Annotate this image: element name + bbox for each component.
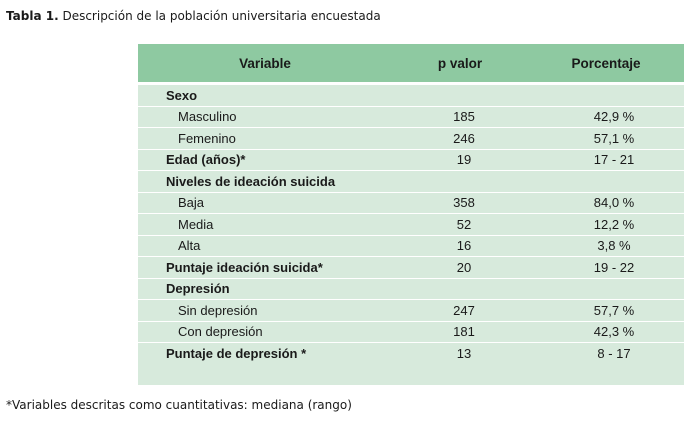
row-label: Sin depresión — [138, 299, 392, 322]
table-row: Femenino 246 57,1 % — [138, 127, 684, 150]
table-row: Puntaje de depresión * 13 8 - 17 — [138, 342, 684, 364]
row-value: 246 — [392, 127, 528, 150]
row-value — [392, 278, 528, 300]
row-value: 181 — [392, 321, 528, 343]
row-value — [392, 170, 528, 193]
row-label: Masculino — [138, 106, 392, 128]
row-label: Con depresión — [138, 321, 392, 343]
row-value: 247 — [392, 299, 528, 322]
row-group-label: Sexo — [138, 83, 392, 107]
row-value: 20 — [392, 256, 528, 279]
column-header-p-valor: p valor — [392, 44, 528, 85]
row-percent — [528, 83, 684, 107]
column-header-porcentaje: Porcentaje — [528, 44, 684, 85]
row-group-label: Puntaje de depresión * — [138, 342, 392, 364]
table-row: Media 52 12,2 % — [138, 213, 684, 236]
row-value: 13 — [392, 342, 528, 364]
table-caption: Tabla 1. Descripción de la población uni… — [6, 9, 381, 23]
row-group-label: Edad (años)* — [138, 149, 392, 171]
table-footnote: *Variables descritas como cuantitativas:… — [6, 398, 352, 412]
row-percent: 42,9 % — [528, 106, 684, 128]
row-percent: 8 - 17 — [528, 342, 684, 364]
table-number: Tabla 1. — [6, 9, 59, 23]
row-value: 16 — [392, 235, 528, 257]
row-group-label: Depresión — [138, 278, 392, 300]
table-row: Edad (años)* 19 17 - 21 — [138, 149, 684, 171]
row-percent: 57,1 % — [528, 127, 684, 150]
data-table-container: Variable p valor Porcentaje Sexo Masculi… — [138, 44, 684, 385]
data-table: Variable p valor Porcentaje Sexo Masculi… — [138, 44, 684, 364]
row-value — [392, 83, 528, 107]
table-row: Sin depresión 247 57,7 % — [138, 299, 684, 322]
table-row: Sexo — [138, 83, 684, 107]
row-percent: 19 - 22 — [528, 256, 684, 279]
row-value: 358 — [392, 192, 528, 214]
row-value: 52 — [392, 213, 528, 236]
table-row: Baja 358 84,0 % — [138, 192, 684, 214]
row-percent: 57,7 % — [528, 299, 684, 322]
table-header-row: Variable p valor Porcentaje — [138, 44, 684, 85]
row-label: Femenino — [138, 127, 392, 150]
table-row: Puntaje ideación suicida* 20 19 - 22 — [138, 256, 684, 279]
table-row: Con depresión 181 42,3 % — [138, 321, 684, 343]
row-group-label: Puntaje ideación suicida* — [138, 256, 392, 279]
table-title: Descripción de la población universitari… — [62, 9, 381, 23]
table-row: Depresión — [138, 278, 684, 300]
row-value: 19 — [392, 149, 528, 171]
row-percent: 3,8 % — [528, 235, 684, 257]
row-group-label: Niveles de ideación suicida — [138, 170, 392, 193]
table-row: Masculino 185 42,9 % — [138, 106, 684, 128]
row-percent: 84,0 % — [528, 192, 684, 214]
row-percent — [528, 170, 684, 193]
row-percent: 17 - 21 — [528, 149, 684, 171]
row-percent — [528, 278, 684, 300]
row-percent: 42,3 % — [528, 321, 684, 343]
table-row: Alta 16 3,8 % — [138, 235, 684, 257]
row-label: Alta — [138, 235, 392, 257]
row-label: Media — [138, 213, 392, 236]
table-row: Niveles de ideación suicida — [138, 170, 684, 193]
row-label: Baja — [138, 192, 392, 214]
row-percent: 12,2 % — [528, 213, 684, 236]
row-value: 185 — [392, 106, 528, 128]
column-header-variable: Variable — [138, 44, 392, 85]
